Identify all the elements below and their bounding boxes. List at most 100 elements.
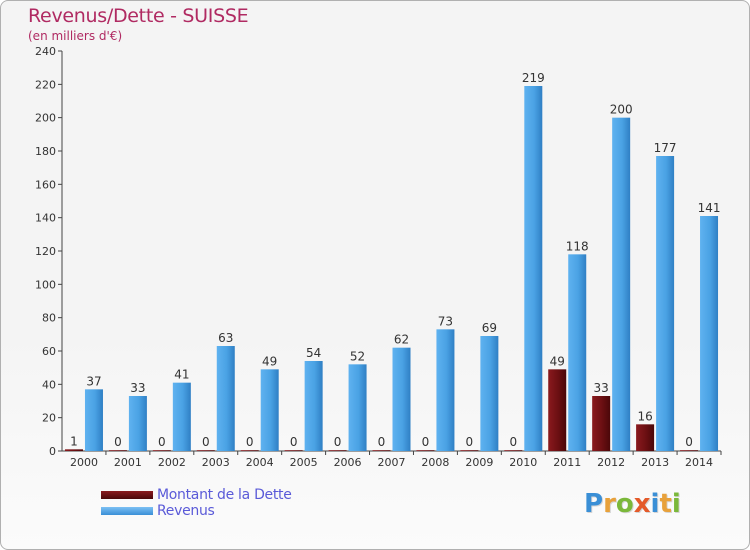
bar-dette (196, 450, 215, 451)
x-tick-label: 2000 (70, 456, 98, 469)
y-tick-label: 80 (42, 312, 56, 325)
y-tick-label: 160 (35, 178, 56, 191)
data-label-revenus: 141 (698, 201, 721, 215)
data-label-dette: 0 (114, 435, 122, 449)
y-tick-label: 0 (49, 445, 56, 458)
data-label-revenus: 41 (174, 368, 189, 382)
bar-dette (152, 450, 171, 451)
legend-label-dette: Montant de la Dette (157, 487, 292, 503)
legend-swatch-dette (101, 491, 153, 499)
legend: Montant de la Dette Revenus (101, 487, 292, 519)
bar-dette (372, 450, 391, 451)
y-tick-label: 120 (35, 245, 56, 258)
bar-revenus (260, 369, 279, 451)
logo-letter: r (603, 489, 616, 519)
bar-dette (504, 450, 523, 451)
logo-letter: P (584, 489, 604, 519)
data-label-dette: 49 (550, 354, 565, 368)
logo-letter: i (671, 489, 681, 519)
bar-revenus (128, 396, 147, 451)
data-label-revenus: 73 (438, 314, 453, 328)
bar-dette (460, 450, 479, 451)
data-label-dette: 1 (70, 434, 78, 448)
bar-revenus (700, 216, 719, 451)
bar-revenus (216, 346, 235, 451)
logo-letter: o (615, 489, 634, 519)
bar-revenus (656, 156, 675, 451)
legend-swatch-revenus (101, 507, 153, 515)
chart-subtitle: (en milliers d'€) (28, 29, 123, 43)
x-tick-label: 2014 (685, 456, 713, 469)
bar-revenus (568, 254, 587, 451)
x-tick-label: 2003 (202, 456, 230, 469)
data-label-dette: 0 (158, 435, 166, 449)
legend-item-revenus: Revenus (101, 503, 292, 519)
y-tick-label: 220 (35, 78, 56, 91)
data-label-revenus: 37 (86, 374, 101, 388)
logo-letter: x (633, 489, 651, 519)
data-label-revenus: 62 (394, 333, 409, 347)
bar-dette (548, 369, 567, 451)
data-label-dette: 0 (334, 435, 342, 449)
bar-dette (108, 450, 127, 451)
logo-letter: i (650, 489, 660, 519)
bar-revenus (524, 86, 543, 451)
x-tick-label: 2001 (114, 456, 142, 469)
y-tick-label: 240 (35, 45, 56, 58)
logo-letter: t (659, 489, 672, 519)
data-label-revenus: 54 (306, 346, 321, 360)
data-label-revenus: 69 (482, 321, 497, 335)
data-label-dette: 0 (290, 435, 298, 449)
bar-dette (284, 450, 303, 451)
bar-revenus (392, 347, 411, 451)
y-tick-label: 200 (35, 112, 56, 125)
data-label-dette: 0 (422, 435, 430, 449)
x-tick-label: 2013 (641, 456, 669, 469)
bar-revenus (172, 382, 191, 451)
bar-revenus (348, 364, 367, 451)
bar-revenus (436, 329, 455, 451)
y-tick-label: 100 (35, 278, 56, 291)
bar-revenus (480, 336, 499, 451)
bar-dette (328, 450, 347, 451)
data-label-dette: 0 (466, 435, 474, 449)
data-label-dette: 33 (594, 381, 609, 395)
bars-layer (64, 86, 719, 452)
y-tick-label: 140 (35, 212, 56, 225)
data-label-revenus: 49 (262, 354, 277, 368)
x-tick-label: 2005 (290, 456, 318, 469)
y-tick-label: 40 (42, 378, 56, 391)
chart-title: Revenus/Dette - SUISSE (28, 5, 249, 27)
data-label-revenus: 33 (130, 381, 145, 395)
bar-dette (416, 450, 435, 451)
legend-item-dette: Montant de la Dette (101, 487, 292, 503)
legend-label-revenus: Revenus (157, 503, 215, 519)
x-tick-label: 2011 (553, 456, 581, 469)
data-label-dette: 0 (202, 435, 210, 449)
x-tick-label: 2004 (246, 456, 274, 469)
data-label-dette: 0 (685, 435, 693, 449)
x-tick-label: 2006 (334, 456, 362, 469)
bar-dette (592, 396, 611, 451)
x-tick-label: 2012 (597, 456, 625, 469)
data-label-revenus: 63 (218, 331, 233, 345)
x-tick-label: 2009 (465, 456, 493, 469)
data-label-dette: 0 (246, 435, 254, 449)
bar-dette (64, 449, 83, 451)
x-tick-label: 2007 (378, 456, 406, 469)
data-label-dette: 0 (378, 435, 386, 449)
x-tick-label: 2008 (421, 456, 449, 469)
labels-layer: 1 37 0 33 0 41 0 63 0 49 0 54 0 52 0 62 0 73 0 69 0 219 49 118 3… (70, 71, 720, 449)
x-tick-label: 2002 (158, 456, 186, 469)
bar-dette (680, 450, 699, 451)
y-tick-label: 60 (42, 345, 56, 358)
data-label-revenus: 177 (654, 141, 677, 155)
data-label-revenus: 219 (522, 71, 545, 85)
data-label-dette: 16 (637, 409, 652, 423)
data-label-revenus: 200 (610, 103, 633, 117)
bar-revenus (304, 361, 323, 451)
data-label-revenus: 118 (566, 239, 589, 253)
x-tick-label: 2010 (509, 456, 537, 469)
